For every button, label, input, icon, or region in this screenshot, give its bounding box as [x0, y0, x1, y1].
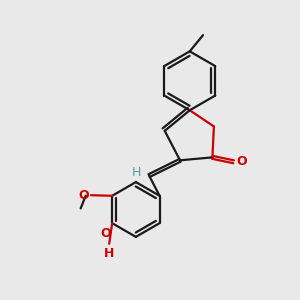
Text: O: O — [78, 189, 89, 202]
Text: H: H — [131, 166, 141, 179]
Text: H: H — [103, 247, 114, 260]
Text: O: O — [236, 155, 247, 168]
Text: O: O — [100, 227, 111, 240]
